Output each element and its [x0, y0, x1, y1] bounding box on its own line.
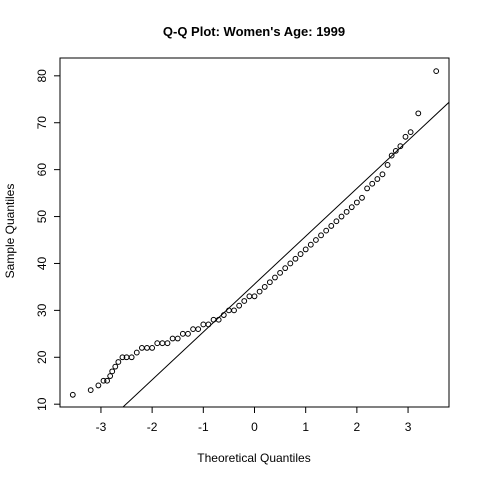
- y-axis-tick-label: 40: [35, 256, 49, 270]
- data-point: [397, 143, 404, 150]
- x-axis-tick-label: 3: [405, 420, 412, 434]
- data-point: [69, 391, 76, 398]
- data-point: [323, 227, 330, 234]
- plot-layer: -3 -2 -1 0 1 2 3 10 20 30 40 50 60 70 80: [35, 57, 450, 434]
- data-point: [266, 279, 273, 286]
- data-point: [174, 335, 181, 342]
- y-axis-tick-label: 30: [35, 303, 49, 317]
- data-point: [282, 265, 289, 272]
- data-point: [107, 373, 114, 379]
- data-point: [115, 359, 122, 365]
- data-point: [318, 232, 324, 239]
- x-axis-label: Theoretical Quantiles: [197, 451, 310, 465]
- data-point: [256, 288, 263, 295]
- data-point: [359, 194, 365, 201]
- x-axis-tick-label: 0: [251, 420, 258, 434]
- y-axis-tick-label: 80: [35, 69, 49, 83]
- data-point: [302, 246, 309, 253]
- data-point: [215, 316, 222, 323]
- y-axis-tick-label: 70: [35, 116, 49, 130]
- data-point: [220, 312, 227, 318]
- data-point: [231, 307, 237, 314]
- data-point: [109, 368, 116, 375]
- data-point: [272, 274, 278, 281]
- x-axis-tick-label: -2: [147, 420, 158, 434]
- y-axis-tick-label: 50: [35, 210, 49, 224]
- data-point: [374, 176, 381, 182]
- data-point: [128, 354, 135, 361]
- data-point: [433, 68, 440, 75]
- data-point: [164, 340, 171, 347]
- data-point: [384, 162, 391, 168]
- y-axis-tick-label: 20: [35, 350, 49, 364]
- data-point: [348, 204, 355, 211]
- data-point: [119, 354, 126, 361]
- data-point: [100, 377, 107, 384]
- data-point: [407, 129, 414, 136]
- data-point: [379, 171, 386, 178]
- data-point: [328, 223, 335, 229]
- x-axis-tick-label: 1: [302, 420, 309, 434]
- data-point: [364, 185, 371, 192]
- x-axis-tick-label: -3: [96, 420, 107, 434]
- data-point: [195, 326, 202, 333]
- data-point: [241, 298, 248, 304]
- data-point: [205, 321, 212, 328]
- data-point: [338, 213, 345, 220]
- data-point: [87, 387, 94, 394]
- data-point: [388, 152, 395, 159]
- data-point: [287, 260, 294, 267]
- data-point: [333, 218, 340, 225]
- data-point: [343, 208, 350, 215]
- data-point: [297, 251, 304, 257]
- data-point: [369, 180, 376, 187]
- data-point: [236, 302, 243, 309]
- chart-title: Q-Q Plot: Women's Age: 1999: [163, 24, 345, 39]
- data-point: [149, 344, 156, 351]
- data-point: [292, 255, 299, 262]
- x-axis-tick-label: -1: [198, 420, 209, 434]
- x-axis-tick-label: 2: [354, 420, 361, 434]
- data-point: [133, 349, 140, 356]
- data-point: [392, 147, 399, 154]
- data-point: [415, 110, 422, 117]
- y-axis-tick-label: 60: [35, 163, 49, 177]
- reference-line: [122, 101, 449, 407]
- data-point: [104, 377, 110, 384]
- data-point: [261, 284, 268, 290]
- y-axis-label: Sample Quantiles: [3, 184, 17, 279]
- data-point: [313, 237, 319, 243]
- data-point: [277, 269, 283, 276]
- data-point: [307, 241, 314, 248]
- data-point: [402, 133, 409, 140]
- data-point: [95, 382, 102, 389]
- data-point: [112, 363, 119, 370]
- data-point: [185, 330, 191, 337]
- y-axis-tick-label: 10: [35, 397, 49, 411]
- data-point: [251, 293, 258, 300]
- data-point: [353, 199, 360, 206]
